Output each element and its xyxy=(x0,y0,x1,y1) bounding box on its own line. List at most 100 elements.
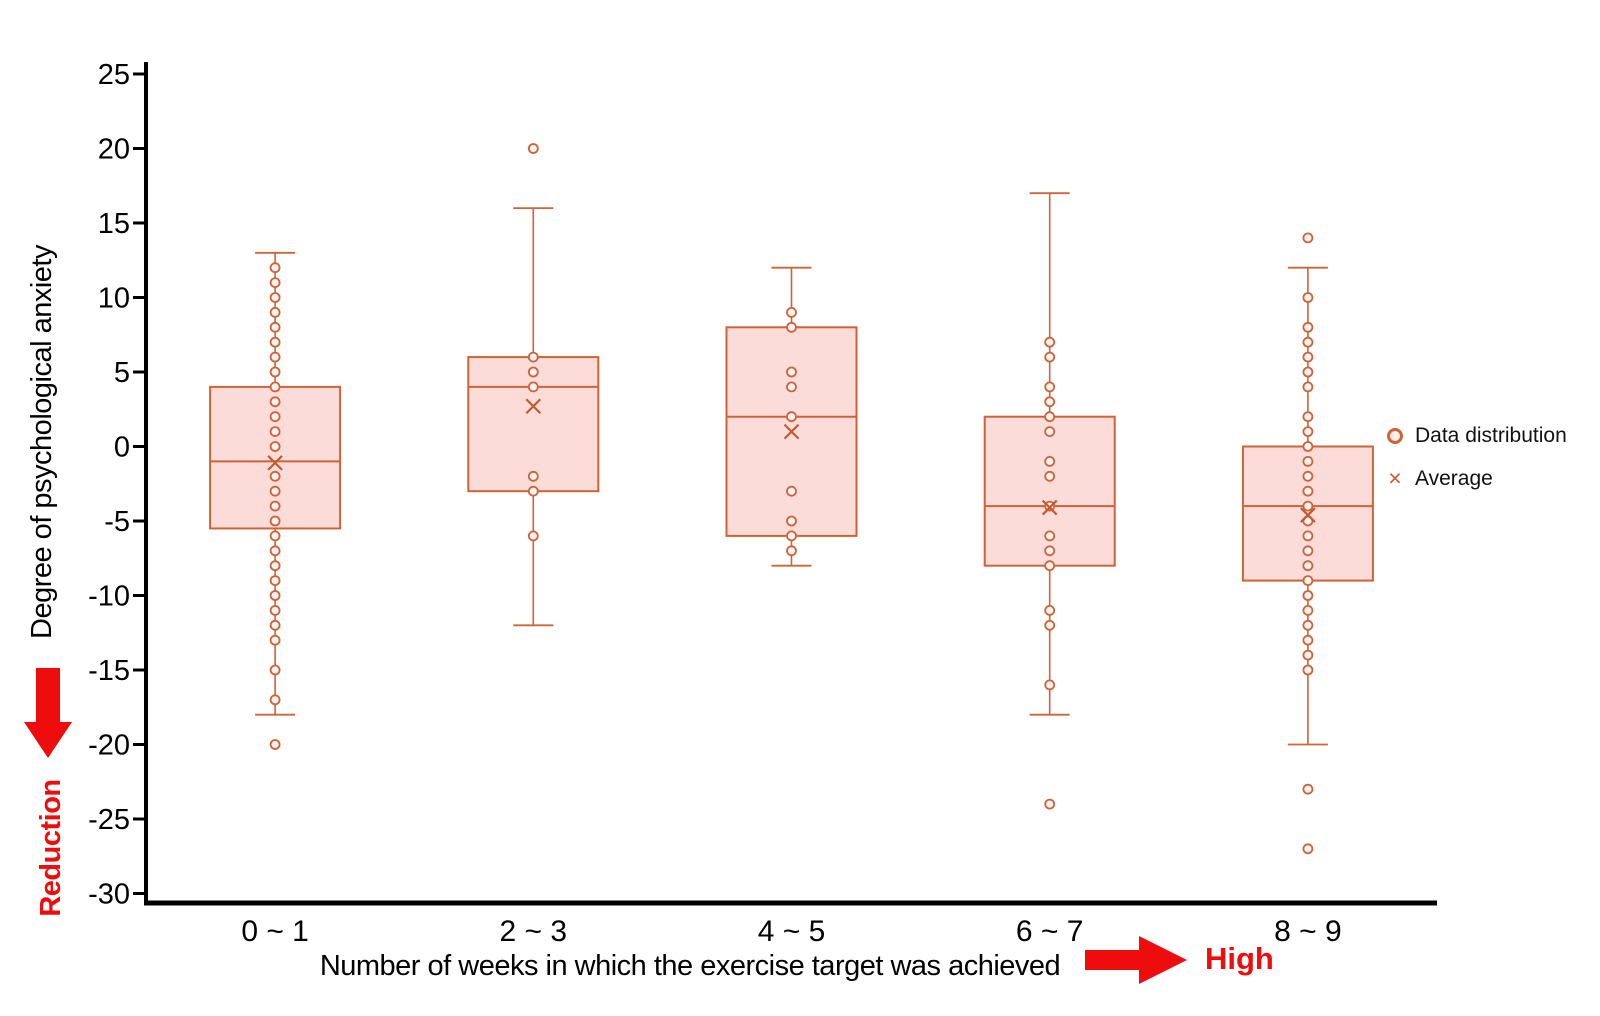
box-rect xyxy=(983,415,1116,567)
data-point xyxy=(786,515,797,527)
y-tick-label--10: -10 xyxy=(88,581,130,613)
data-point xyxy=(1302,664,1314,676)
y-tick-label-5: 5 xyxy=(114,357,130,389)
y-tick-label-15: 15 xyxy=(98,208,130,240)
data-point xyxy=(269,664,281,676)
data-point xyxy=(786,411,797,423)
data-point xyxy=(269,485,281,497)
data-point xyxy=(786,366,797,378)
data-point xyxy=(527,381,539,393)
data-point xyxy=(1302,634,1314,646)
data-point xyxy=(1302,232,1314,244)
data-point xyxy=(269,739,281,750)
high-arrow-icon xyxy=(1085,932,1190,988)
data-point xyxy=(269,470,281,482)
data-point xyxy=(1044,470,1056,482)
data-point xyxy=(1302,470,1314,482)
data-point xyxy=(269,411,281,423)
data-point xyxy=(1044,411,1056,423)
y-tick-label--5: -5 xyxy=(104,506,130,538)
data-point xyxy=(1302,560,1314,572)
data-point xyxy=(786,321,797,333)
x-category-label-3: 6 ~ 7 xyxy=(1016,915,1084,948)
data-point xyxy=(527,351,539,363)
y-tick-label--15: -15 xyxy=(88,655,130,687)
data-point xyxy=(269,605,281,616)
data-point xyxy=(1302,321,1314,333)
data-point xyxy=(1302,351,1314,363)
data-point xyxy=(1044,798,1056,810)
high-label: High xyxy=(1205,941,1274,976)
data-point xyxy=(1302,381,1314,393)
data-point xyxy=(1302,619,1314,631)
box-group-4 xyxy=(1241,232,1374,855)
legend: Data distribution × Average xyxy=(1386,422,1567,493)
data-point xyxy=(1044,560,1056,572)
data-point xyxy=(269,321,281,333)
x-category-label-1: 2 ~ 3 xyxy=(500,915,568,948)
data-point xyxy=(527,143,539,154)
y-tick-label-0: 0 xyxy=(114,432,130,464)
data-point xyxy=(1044,530,1056,542)
data-point xyxy=(1044,545,1056,557)
data-point xyxy=(269,277,281,289)
data-point xyxy=(1302,545,1314,557)
data-point xyxy=(786,306,797,318)
data-point xyxy=(1302,575,1314,586)
x-category-label-4: 8 ~ 9 xyxy=(1274,915,1342,948)
data-point xyxy=(1302,366,1314,378)
data-point xyxy=(269,396,281,408)
data-point xyxy=(1302,530,1314,542)
data-point xyxy=(269,262,281,274)
legend-label-average: Average xyxy=(1415,467,1493,490)
data-point xyxy=(269,426,281,438)
data-point xyxy=(1044,351,1056,363)
data-point xyxy=(269,441,281,452)
data-point xyxy=(1302,500,1314,512)
data-point xyxy=(269,560,281,572)
data-point xyxy=(1302,441,1314,452)
data-point xyxy=(1302,485,1314,497)
data-point xyxy=(269,381,281,393)
data-point xyxy=(1044,619,1056,631)
reduction-label: Reduction xyxy=(35,779,67,917)
legend-item-data-distribution: Data distribution xyxy=(1386,422,1567,450)
legend-item-average: × Average xyxy=(1386,465,1567,493)
y-axis-title: Degree of psychological anxiety xyxy=(26,245,58,639)
x-marker-icon: × xyxy=(1388,464,1402,491)
data-point xyxy=(1302,843,1314,855)
data-point xyxy=(1302,783,1314,795)
data-point xyxy=(269,336,281,348)
data-point xyxy=(1302,590,1314,601)
circle-marker-icon xyxy=(1386,428,1404,444)
y-tick-label-25: 25 xyxy=(98,59,130,91)
reduction-arrow-icon xyxy=(22,668,78,760)
data-point xyxy=(269,575,281,586)
data-point xyxy=(269,515,281,527)
data-point xyxy=(1302,455,1314,467)
data-point xyxy=(1044,455,1056,467)
mean-marker xyxy=(1300,507,1316,523)
x-category-label-0: 0 ~ 1 xyxy=(241,915,309,948)
y-tick-label--30: -30 xyxy=(88,879,130,911)
data-point xyxy=(269,292,281,303)
box-group-0 xyxy=(209,251,342,750)
data-point xyxy=(1044,381,1056,393)
data-point xyxy=(786,485,797,497)
data-point xyxy=(1302,426,1314,438)
mean-marker xyxy=(525,398,542,415)
data-point xyxy=(527,470,539,482)
legend-label-data-distribution: Data distribution xyxy=(1415,424,1567,447)
data-point xyxy=(269,545,281,557)
data-point xyxy=(1302,605,1314,616)
data-point xyxy=(1044,336,1056,348)
box-group-2 xyxy=(725,266,858,567)
data-point xyxy=(269,366,281,378)
box-group-3 xyxy=(983,192,1116,810)
y-tick-label--20: -20 xyxy=(88,730,130,762)
mean-marker xyxy=(267,455,283,471)
y-tick-label--25: -25 xyxy=(88,804,130,836)
data-point xyxy=(269,500,281,512)
